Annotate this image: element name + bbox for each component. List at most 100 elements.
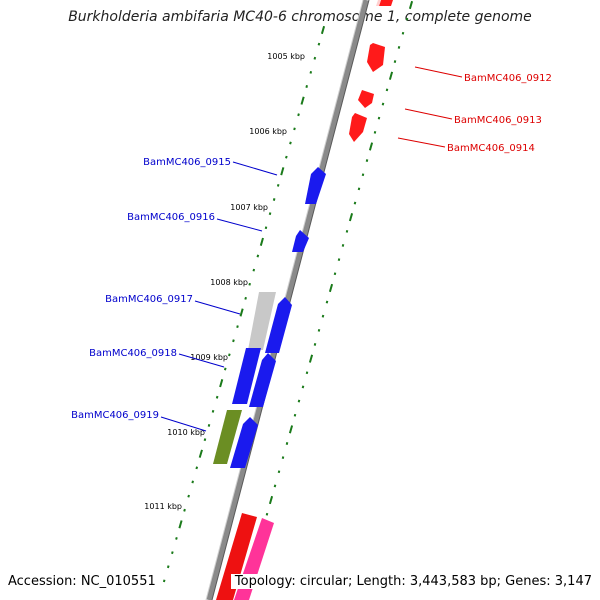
ruler-major-tick	[198, 449, 203, 458]
ruler-minor-tick	[215, 395, 219, 399]
gene-feature[interactable]	[249, 353, 276, 407]
ruler-minor-tick	[281, 456, 285, 460]
scale-label: 1009 kbp	[190, 353, 228, 362]
ruler-minor-tick	[236, 325, 239, 329]
ruler-major-tick	[308, 354, 314, 363]
ruler-minor-tick	[162, 579, 166, 583]
ruler-minor-tick	[317, 42, 321, 46]
gene-feature[interactable]	[265, 297, 292, 353]
ruler-minor-tick	[207, 424, 211, 427]
ruler-minor-tick	[166, 565, 170, 569]
ruler-minor-tick	[377, 116, 381, 120]
ruler-minor-tick	[357, 187, 361, 191]
gene-feature[interactable]	[305, 167, 326, 204]
ruler-major-tick	[288, 425, 294, 434]
scale-ruler-left	[162, 25, 326, 583]
scale-label: 1011 kbp	[144, 502, 182, 511]
ruler-minor-tick	[191, 480, 194, 484]
ruler-minor-tick	[345, 229, 349, 233]
scale-label: 1006 kbp	[249, 127, 287, 136]
gene-feature[interactable]	[216, 513, 257, 600]
ruler-minor-tick	[341, 244, 345, 247]
ruler-minor-tick	[397, 46, 401, 49]
gene-label: BamMC406_0918	[89, 348, 177, 359]
ruler-minor-tick	[381, 102, 385, 106]
ruler-minor-tick	[297, 399, 301, 403]
gene-feature[interactable]	[230, 417, 258, 468]
gene-feature[interactable]	[248, 292, 276, 350]
ruler-minor-tick	[361, 173, 365, 177]
ruler-major-tick	[178, 520, 183, 529]
forward-genes	[349, 0, 393, 142]
gene-label: BamMC406_0915	[143, 157, 231, 168]
scale-label: 1007 kbp	[230, 203, 268, 212]
gene-feature[interactable]	[358, 90, 374, 108]
gene-label: BamMC406_0912	[464, 73, 552, 84]
ruler-minor-tick	[353, 201, 357, 205]
accession-text: Accession: NC_010551	[8, 574, 158, 589]
ruler-minor-tick	[256, 254, 260, 258]
ruler-minor-tick	[252, 268, 256, 272]
ruler-major-tick	[328, 283, 334, 293]
ruler-minor-tick	[248, 282, 251, 286]
ruler-major-tick	[348, 213, 354, 222]
gene-feature[interactable]	[376, 0, 381, 6]
ruler-major-tick	[408, 0, 414, 10]
gene-feature[interactable]	[367, 43, 385, 72]
ruler-minor-tick	[313, 56, 317, 60]
ruler-major-tick	[280, 167, 285, 176]
gene-feature[interactable]	[213, 410, 242, 464]
genome-summary-text: Topology: circular; Length: 3,443,583 bp…	[230, 574, 592, 589]
ruler-minor-tick	[365, 159, 369, 163]
ruler-minor-tick	[211, 409, 215, 413]
ruler-minor-tick	[393, 60, 397, 63]
ruler-minor-tick	[401, 31, 405, 35]
ruler-minor-tick	[305, 85, 308, 88]
gene-feature[interactable]	[379, 0, 393, 6]
ruler-minor-tick	[183, 508, 186, 512]
gene-feature[interactable]	[232, 348, 261, 404]
ruler-minor-tick	[273, 484, 277, 488]
ruler-minor-tick	[313, 343, 317, 346]
reverse-genes	[213, 167, 326, 600]
ruler-minor-tick	[175, 537, 178, 540]
ruler-minor-tick	[293, 413, 297, 417]
ruler-minor-tick	[385, 88, 389, 92]
gene-label: BamMC406_0913	[454, 115, 542, 126]
ruler-minor-tick	[203, 438, 207, 442]
ruler-major-tick	[219, 379, 224, 388]
ruler-minor-tick	[337, 258, 341, 262]
ruler-minor-tick	[228, 353, 231, 357]
ruler-major-tick	[368, 142, 374, 151]
ruler-minor-tick	[223, 367, 227, 371]
ruler-minor-tick	[264, 226, 268, 230]
ruler-minor-tick	[285, 155, 288, 159]
gene-feature[interactable]	[349, 113, 367, 142]
gene-label: BamMC406_0919	[71, 410, 159, 421]
ruler-minor-tick	[187, 494, 190, 498]
ruler-major-tick	[300, 96, 305, 105]
ruler-major-tick	[268, 495, 274, 505]
ruler-minor-tick	[232, 339, 235, 343]
scale-label: 1008 kbp	[210, 278, 248, 287]
ruler-minor-tick	[405, 17, 409, 21]
ruler-minor-tick	[321, 314, 325, 318]
gene-feature[interactable]	[292, 230, 309, 252]
ruler-minor-tick	[272, 198, 276, 201]
ruler-major-tick	[388, 71, 394, 80]
ruler-minor-tick	[309, 70, 313, 74]
map-title: Burkholderia ambifaria MC40-6 chromosome…	[68, 9, 532, 25]
ruler-minor-tick	[195, 466, 199, 470]
ruler-minor-tick	[293, 127, 296, 131]
ruler-major-tick	[259, 237, 264, 246]
ruler-minor-tick	[325, 300, 329, 304]
gene-label: BamMC406_0916	[127, 212, 215, 223]
ruler-minor-tick	[317, 328, 321, 332]
ruler-minor-tick	[276, 183, 280, 187]
ruler-major-tick	[239, 308, 244, 317]
gene-labels: BamMC406_0912 BamMC406_0913 BamMC406_091…	[71, 66, 552, 432]
ruler-minor-tick	[333, 272, 337, 276]
ruler-minor-tick	[171, 551, 174, 555]
scale-label: 1010 kbp	[167, 428, 205, 437]
